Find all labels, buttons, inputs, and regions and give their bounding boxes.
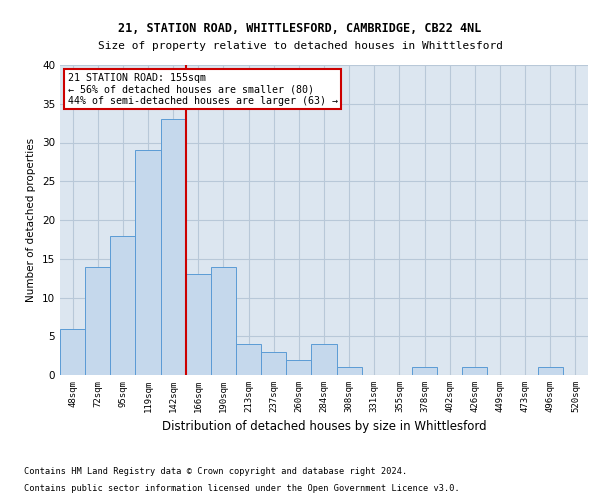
Bar	[286, 360, 311, 375]
Text: Contains HM Land Registry data © Crown copyright and database right 2024.: Contains HM Land Registry data © Crown c…	[24, 467, 407, 476]
Bar	[462, 367, 487, 375]
Text: 21 STATION ROAD: 155sqm
← 56% of detached houses are smaller (80)
44% of semi-de: 21 STATION ROAD: 155sqm ← 56% of detache…	[68, 72, 338, 106]
Bar	[136, 150, 161, 375]
Bar	[186, 274, 211, 375]
Text: Contains public sector information licensed under the Open Government Licence v3: Contains public sector information licen…	[24, 484, 460, 493]
Bar	[85, 266, 110, 375]
Text: 21, STATION ROAD, WHITTLESFORD, CAMBRIDGE, CB22 4NL: 21, STATION ROAD, WHITTLESFORD, CAMBRIDG…	[118, 22, 482, 36]
Bar	[538, 367, 563, 375]
Bar	[161, 119, 186, 375]
Bar	[311, 344, 337, 375]
Bar	[261, 352, 286, 375]
Bar	[412, 367, 437, 375]
Bar	[236, 344, 261, 375]
Bar	[337, 367, 362, 375]
Bar	[110, 236, 136, 375]
Bar	[60, 328, 85, 375]
Text: Size of property relative to detached houses in Whittlesford: Size of property relative to detached ho…	[97, 41, 503, 51]
Bar	[211, 266, 236, 375]
Y-axis label: Number of detached properties: Number of detached properties	[26, 138, 37, 302]
X-axis label: Distribution of detached houses by size in Whittlesford: Distribution of detached houses by size …	[161, 420, 487, 434]
